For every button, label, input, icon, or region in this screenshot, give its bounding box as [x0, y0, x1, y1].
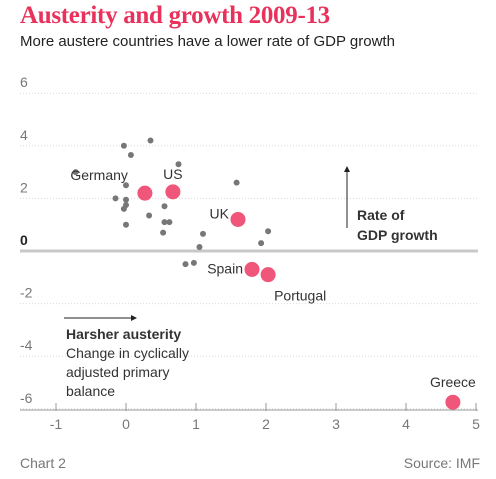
x-tick-label: -1 — [50, 416, 63, 432]
country-dot — [196, 244, 203, 251]
highlight-dot-spain — [244, 261, 260, 277]
gridlines — [20, 92, 478, 410]
gdp-label-1: Rate of — [357, 207, 405, 223]
austerity-desc-3: balance — [66, 383, 116, 399]
label-us: US — [163, 166, 182, 182]
country-dot — [127, 152, 134, 159]
country-dot — [120, 205, 127, 212]
country-dot — [120, 142, 127, 149]
y-tick-label: 4 — [20, 127, 28, 143]
gdp-annotation: Rate of GDP growth — [357, 205, 438, 245]
highlight-dot-uk — [230, 211, 246, 227]
x-tick-label: 4 — [402, 416, 410, 432]
x-tick-label: 1 — [192, 416, 200, 432]
country-dot — [123, 182, 129, 189]
country-dot — [161, 219, 168, 226]
country-dot — [112, 195, 119, 202]
label-spain: Spain — [207, 260, 243, 276]
x-tick-label: 5 — [472, 416, 480, 432]
highlight-dot-us — [165, 184, 181, 200]
country-dot — [190, 259, 197, 266]
y-tick-label: -2 — [20, 285, 33, 301]
austerity-desc-1: Change in cyclically — [66, 345, 189, 361]
country-dot — [123, 196, 129, 203]
austerity-annotation: Harsher austerity Change in cyclically a… — [66, 325, 189, 401]
source-label: Source: IMF — [403, 455, 480, 471]
country-dot — [72, 169, 79, 176]
country-dot — [265, 228, 272, 235]
y-tick-label: 0 — [20, 232, 28, 248]
x-tick-label: 3 — [332, 416, 340, 432]
gdp-label-2: GDP growth — [357, 227, 438, 243]
label-uk: UK — [210, 205, 230, 221]
y-tick-label: -4 — [20, 337, 33, 353]
country-dot — [161, 203, 168, 210]
country-dot — [160, 229, 167, 236]
austerity-arrow-head — [131, 315, 137, 321]
axis-arrows — [64, 166, 350, 321]
highlighted-countries: Germany US UK Spain Portugal Greece — [70, 166, 476, 410]
highlight-dot-greece — [445, 394, 461, 410]
chart-title: Austerity and growth 2009-13 — [20, 2, 330, 29]
country-dot — [258, 240, 265, 247]
country-dot — [182, 261, 189, 268]
country-dot — [166, 219, 173, 226]
austerity-desc-2: adjusted primary — [66, 364, 170, 380]
country-dot — [147, 137, 154, 144]
country-dot — [123, 221, 129, 228]
y-tick-label: 2 — [20, 179, 28, 195]
x-tick-label: 2 — [262, 416, 270, 432]
y-tick-label: -6 — [20, 390, 33, 406]
label-germany: Germany — [70, 167, 128, 183]
highlight-dot-germany — [137, 185, 153, 201]
country-dot — [233, 179, 240, 186]
chart-subtitle: More austere countries have a lower rate… — [20, 33, 395, 50]
country-dot — [146, 212, 153, 219]
chart-number: Chart 2 — [20, 455, 66, 471]
label-greece: Greece — [430, 374, 476, 390]
y-tick-labels: -6 -4 -2 0 2 4 6 — [20, 74, 33, 406]
highlight-dot-portugal — [260, 267, 276, 283]
country-dot — [200, 230, 206, 237]
x-tick-labels: -1 0 1 2 3 4 5 — [20, 403, 480, 432]
austerity-head: Harsher austerity — [66, 326, 182, 342]
gdp-arrow-head — [344, 166, 350, 172]
x-tick-label: 0 — [122, 416, 130, 432]
label-portugal: Portugal — [274, 288, 326, 304]
y-tick-label: 6 — [20, 74, 28, 90]
other-countries-dots — [72, 137, 272, 268]
country-dot — [175, 161, 182, 168]
